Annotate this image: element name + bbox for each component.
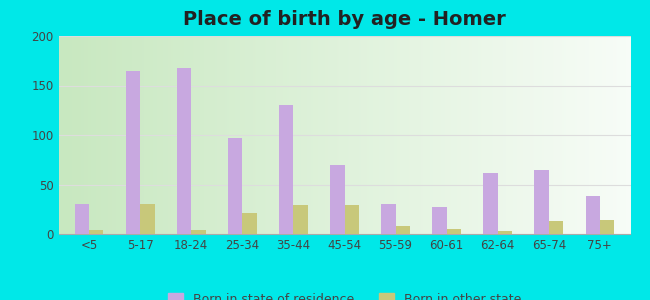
Bar [177,68,191,234]
Bar [432,207,447,234]
Bar [534,170,549,234]
Bar [344,205,359,234]
Bar [279,105,293,234]
Title: Place of birth by age - Homer: Place of birth by age - Homer [183,10,506,29]
Bar [396,226,410,234]
Bar [89,230,103,234]
Bar [498,231,512,234]
Bar [447,229,461,234]
Bar [586,196,600,234]
Bar [140,204,155,234]
Bar [126,71,140,234]
Bar [75,204,89,234]
Bar [600,220,614,234]
Bar [382,204,396,234]
Bar [242,213,257,234]
Bar [484,172,498,234]
Bar [228,138,242,234]
Bar [191,230,205,234]
Bar [330,165,344,234]
Bar [549,221,563,234]
Bar [293,205,307,234]
Legend: Born in state of residence, Born in other state: Born in state of residence, Born in othe… [162,288,526,300]
